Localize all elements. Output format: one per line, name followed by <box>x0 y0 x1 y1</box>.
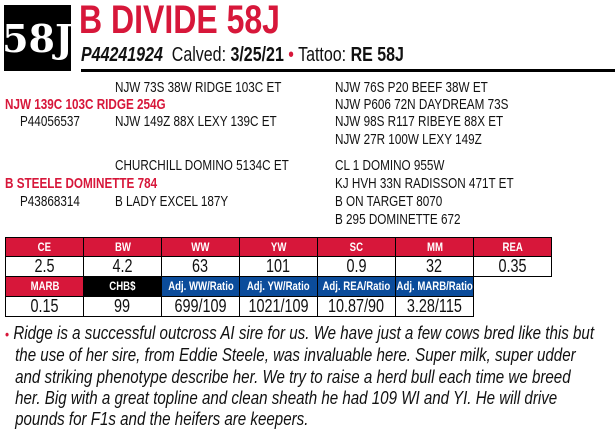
epd-value: 10.87/90 <box>317 295 396 317</box>
registration-number: P44241924 <box>81 44 163 66</box>
tattoo-value: RE 58J <box>350 44 404 66</box>
header-divider <box>81 69 615 72</box>
epd-header-row: MARB CHB$ Adj. WW/Ratio Adj. YW/Ratio Ad… <box>5 276 552 297</box>
calved-label: Calved: <box>171 44 227 66</box>
epd-header: REA <box>473 237 552 257</box>
calved-value: 3/25/21 <box>230 44 284 66</box>
dam-dam-sire: B ON TARGET 8070 <box>335 193 443 210</box>
sire-sire-sire: NJW 76S P20 BEEF 38W ET <box>335 79 488 96</box>
animal-details: P44241924 Calved: 3/25/21 • Tattoo: RE 5… <box>81 44 404 67</box>
epd-header-row: CE BW WW YW SC MM REA <box>5 237 552 257</box>
empty-cell <box>473 276 552 296</box>
sire-reg: P44056537 <box>20 113 80 130</box>
dam-reg: P43868314 <box>20 193 80 210</box>
epd-value-row: 0.15 99 699/109 1021/109 10.87/90 3.28/1… <box>5 295 552 317</box>
sire-dam: NJW 149Z 88X LEXY 139C ET <box>115 113 277 130</box>
epd-header: BW <box>83 237 162 257</box>
dam-sire-dam: KJ HVH 33N RADISSON 471T ET <box>335 175 514 192</box>
comment-line: and striking phenotype describe her. We … <box>15 366 571 387</box>
epd-value: 99 <box>83 295 162 317</box>
epd-value: 0.15 <box>5 295 84 317</box>
dam-dam: B LADY EXCEL 187Y <box>115 193 229 210</box>
epd-value: 2.5 <box>5 256 84 277</box>
epd-header: YW <box>239 237 318 257</box>
epd-value: 0.9 <box>317 256 396 277</box>
epd-header: Adj. YW/Ratio <box>239 276 318 297</box>
logo-text: 58J <box>2 15 73 61</box>
dam-sire-sire: CL 1 DOMINO 955W <box>335 157 445 174</box>
dam-name: B STEELE DOMINETTE 784 <box>5 175 158 192</box>
tattoo-label: Tattoo: <box>298 44 347 66</box>
epd-table: CE BW WW YW SC MM REA 2.5 4.2 63 101 0.9… <box>5 237 552 317</box>
epd-header: SC <box>317 237 396 257</box>
epd-value: 699/109 <box>161 295 240 317</box>
empty-cell <box>473 296 552 316</box>
comment: • Ridge is a successful outcross AI sire… <box>5 323 594 430</box>
epd-header: CHB$ <box>83 276 162 297</box>
comment-line: her. Big with a great topline and clean … <box>15 387 558 408</box>
epd-value: 101 <box>239 256 318 277</box>
epd-header: MM <box>395 237 474 257</box>
epd-header: Adj. WW/Ratio <box>161 276 240 297</box>
sire-sire: NJW 73S 38W RIDGE 103C ET <box>115 79 282 96</box>
epd-header: WW <box>161 237 240 257</box>
epd-value: 32 <box>395 256 474 277</box>
epd-value: 4.2 <box>83 256 162 277</box>
sire-sire-dam: NJW P606 72N DAYDREAM 73S <box>335 96 509 113</box>
epd-header: MARB <box>5 276 84 297</box>
epd-value-row: 2.5 4.2 63 101 0.9 32 0.35 <box>5 256 552 277</box>
epd-header: Adj. MARB/Ratio <box>395 276 474 297</box>
sire-name: NJW 139C 103C RIDGE 254G <box>5 96 166 113</box>
comment-line: Ridge is a successful outcross AI sire f… <box>13 323 595 343</box>
epd-value: 63 <box>161 256 240 277</box>
epd-value: 1021/109 <box>239 295 318 317</box>
bullet-icon: • <box>288 44 294 66</box>
comment-line: pounds for F1s and the heifers are keepe… <box>15 409 309 430</box>
sire-dam-sire: NJW 98S R117 RIBEYE 88X ET <box>335 113 504 130</box>
epd-value: 3.28/115 <box>395 295 474 317</box>
bullet-icon: • <box>5 326 10 342</box>
epd-value: 0.35 <box>473 256 552 277</box>
animal-name: B DIVIDE 58J <box>79 0 280 42</box>
epd-header: CE <box>5 237 84 257</box>
dam-sire: CHURCHILL DOMINO 5134C ET <box>115 157 289 174</box>
comment-line: the use of her sire, from Eddie Steele, … <box>15 345 576 366</box>
dam-dam-dam: B 295 DOMINETTE 672 <box>335 211 461 228</box>
epd-header: Adj. REA/Ratio <box>317 276 396 297</box>
lot-number-logo: 58J <box>2 5 73 71</box>
sire-dam-dam: NJW 27R 100W LEXY 149Z <box>335 131 482 148</box>
